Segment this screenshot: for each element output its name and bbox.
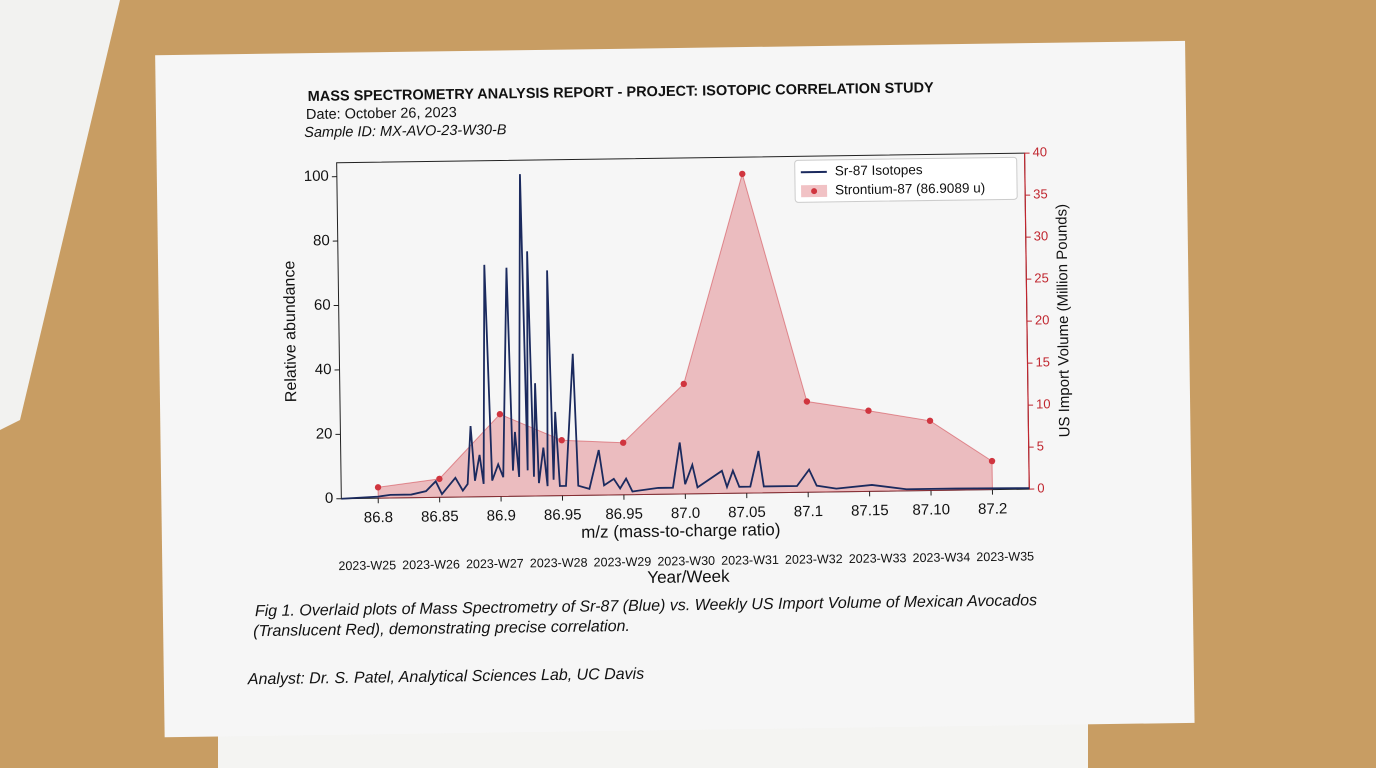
analyst: Analyst: Dr. S. Patel, Analytical Scienc… <box>247 666 645 689</box>
x-axis-title: m/z (mass-to-charge ratio) <box>581 520 781 542</box>
x2-tick-label: 2023-W33 <box>849 551 907 566</box>
y-axis-title: Relative abundance <box>281 260 300 402</box>
x2-tick-label: 2023-W30 <box>657 554 715 569</box>
caption-line: (Translucent Red), demonstrating precise… <box>253 618 630 640</box>
x-tick-label: 86.85 <box>421 508 459 526</box>
x-tick-label: 86.95 <box>544 506 582 524</box>
y2-tick-label: 10 <box>1036 396 1051 411</box>
x2-tick-label: 2023-W35 <box>976 549 1034 564</box>
x-tick-label: 87.10 <box>912 501 950 519</box>
point <box>374 484 382 491</box>
y2-tick-label: 15 <box>1035 354 1050 369</box>
legend-label: Strontium-87 (86.9089 u) <box>835 180 985 197</box>
x2-tick-label: 2023-W26 <box>402 557 460 572</box>
legend-marker <box>811 188 818 195</box>
y-tick-label: 80 <box>313 232 330 249</box>
sheet: MASS SPECTROMETRY ANALYSIS REPORT - PROJ… <box>155 40 1195 738</box>
x2-tick-label: 2023-W27 <box>466 556 524 571</box>
y-tick-label: 40 <box>315 361 332 378</box>
y2-tick-label: 25 <box>1034 270 1049 285</box>
point <box>436 475 443 483</box>
y-tick-label: 20 <box>316 425 333 442</box>
point <box>496 410 504 418</box>
x-tick-label: 87.15 <box>851 502 889 520</box>
x2-tick-label: 2023-W25 <box>338 558 396 573</box>
area <box>377 172 993 499</box>
point <box>803 398 811 405</box>
x-tick-label: 86.95 <box>605 505 643 523</box>
x2-tick-label: 2023-W28 <box>530 556 588 571</box>
report-date: Date: October 26, 2023 <box>306 105 457 123</box>
x-tick-label: 87.1 <box>794 503 823 520</box>
y2-tick-label: 20 <box>1035 312 1050 327</box>
y2-tick-label: 40 <box>1032 144 1047 159</box>
legend-box <box>794 156 1018 203</box>
y-tick-label: 60 <box>314 297 331 314</box>
x-tick-label: 87.05 <box>728 504 766 522</box>
side-paper <box>0 0 120 430</box>
y2-axis-title: US Import Volume (Million Pounds) <box>1053 204 1073 438</box>
legend-label: Sr-87 Isotopes <box>835 162 923 178</box>
point <box>619 439 627 446</box>
x-tick-label: 87.2 <box>978 500 1007 517</box>
x2-tick-label: 2023-W31 <box>721 553 779 568</box>
x2-axis-title: Year/Week <box>647 567 730 587</box>
y2-tick-label: 35 <box>1033 186 1048 201</box>
point <box>865 407 872 414</box>
x-tick-label: 87.0 <box>671 505 700 522</box>
y-tick-label: 0 <box>325 490 334 507</box>
line <box>341 174 1030 500</box>
point <box>558 437 565 444</box>
x2-tick-label: 2023-W34 <box>912 550 970 565</box>
x-tick-label: 86.9 <box>487 507 516 524</box>
y-tick-label: 100 <box>304 168 329 185</box>
x-tick-label: 86.8 <box>364 509 393 526</box>
x2-tick-label: 2023-W29 <box>594 555 652 570</box>
y2-tick-label: 0 <box>1037 480 1044 495</box>
y2-tick-label: 5 <box>1037 438 1044 453</box>
point <box>739 170 746 178</box>
point <box>988 457 996 465</box>
point <box>680 380 687 388</box>
y2-tick-label: 30 <box>1034 228 1049 243</box>
point <box>926 417 934 424</box>
x2-tick-label: 2023-W32 <box>785 552 843 567</box>
sample-id: Sample ID: MX-AVO-23-W30-B <box>304 122 507 141</box>
paper <box>155 40 1195 738</box>
